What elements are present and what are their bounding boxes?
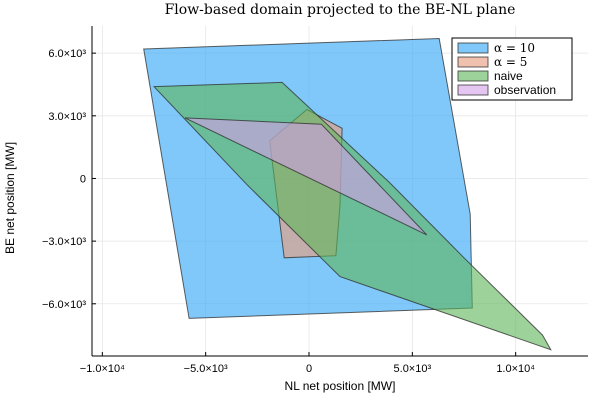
series-polygon-3 [184, 117, 428, 236]
legend-swatch [457, 56, 489, 68]
legend-label: observation [494, 83, 556, 97]
y-ticks: −6.0×10³ −3.0×10³ 0 3.0×10³ 6.0×10³ [42, 48, 96, 311]
plot-polygons [143, 37, 552, 351]
legend-swatch [457, 84, 489, 96]
legend-label: α = 5 [494, 55, 527, 69]
y-tick-label: 6.0×10³ [48, 48, 86, 60]
y-axis-label: BE net position [MW] [3, 142, 17, 254]
legend-label: naive [494, 69, 523, 83]
legend-swatch [457, 42, 489, 54]
x-tick-label: 5.0×10³ [394, 363, 432, 375]
axes [91, 26, 588, 357]
x-tick-label: 0 [306, 363, 312, 375]
x-tick-label: −1.0×10⁴ [80, 363, 125, 375]
chart-title: Flow-based domain projected to the BE-NL… [165, 2, 516, 18]
y-tick-label: −6.0×10³ [42, 299, 86, 311]
y-tick-label: 0 [80, 173, 86, 185]
legend-label: α = 10 [494, 41, 535, 55]
legend-swatch [457, 70, 489, 82]
x-ticks: −1.0×10⁴ −5.0×10³ 0 5.0×10³ 1.0×10⁴ [80, 352, 535, 375]
x-tick-label: 1.0×10⁴ [496, 363, 535, 375]
y-tick-label: −3.0×10³ [42, 236, 86, 248]
x-tick-label: −5.0×10³ [184, 363, 228, 375]
x-axis-label: NL net position [MW] [285, 379, 396, 393]
y-tick-label: 3.0×10³ [48, 111, 86, 123]
